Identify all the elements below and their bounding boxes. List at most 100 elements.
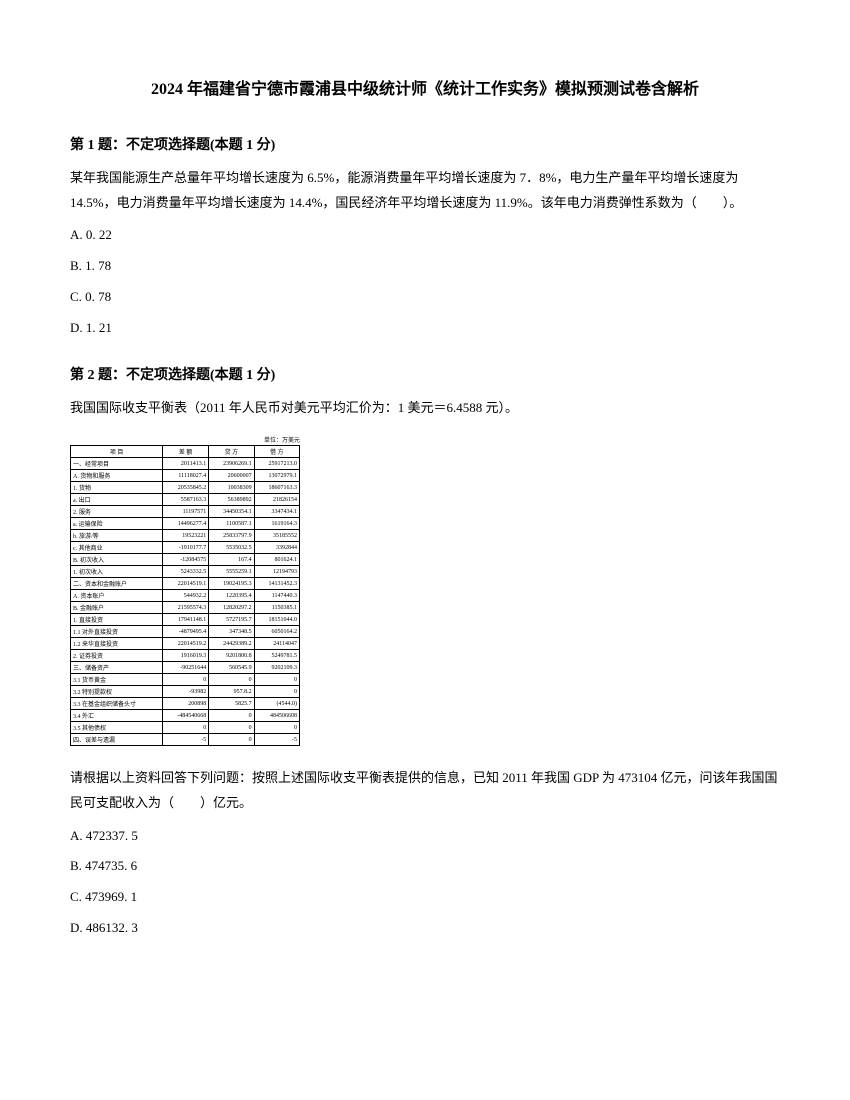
- table-cell: 2. 服务: [71, 506, 163, 518]
- table-cell: 20600007: [209, 470, 254, 482]
- table-cell: 1. 初次收入: [71, 566, 163, 578]
- table-cell: a. 运输保险: [71, 518, 163, 530]
- table-row: A. 资本账户544932.21220395.41147440.3: [71, 590, 300, 602]
- table-cell: 25833797.9: [209, 530, 254, 542]
- table-cell: -90251644: [163, 662, 209, 674]
- table-cell: 1147440.3: [254, 590, 299, 602]
- table-row: a. 出口5587163.35638989221826154: [71, 494, 300, 506]
- table-cell: 12820297.2: [209, 602, 254, 614]
- table-cell: 1. 货物: [71, 482, 163, 494]
- table-cell: 19523221: [163, 530, 209, 542]
- table-cell: -1910177.7: [163, 542, 209, 554]
- table-cell: 0: [209, 722, 254, 734]
- q2-header: 第 2 题：不定项选择题(本题 1 分): [70, 364, 780, 384]
- table-row: B. 初次收入-12084575167.4801624.1: [71, 554, 300, 566]
- q2-option-d: D. 486132. 3: [70, 918, 780, 939]
- q2-followup: 请根据以上资料回答下列问题：按照上述国际收支平衡表提供的信息，已知 2011 年…: [70, 766, 780, 815]
- q1-option-d: D. 1. 21: [70, 318, 780, 339]
- table-cell: 0: [254, 674, 299, 686]
- table-cell: 三、储备资产: [71, 662, 163, 674]
- page-title: 2024 年福建省宁德市霞浦县中级统计师《统计工作实务》模拟预测试卷含解析: [70, 75, 780, 99]
- table-cell: 3.2 特别提款权: [71, 686, 163, 698]
- table-cell: 544932.2: [163, 590, 209, 602]
- table-row: 3.1 货币黄金000: [71, 674, 300, 686]
- table-row: 1. 直接投资17941148.15727195.718151044.0: [71, 614, 300, 626]
- table-cell: 3.4 外汇: [71, 710, 163, 722]
- table-cell: 10038309: [209, 482, 254, 494]
- table-cell: 484506608: [254, 710, 299, 722]
- table-unit-label: 单位：万美元: [70, 435, 300, 444]
- table-cell: 四、误差与遗漏: [71, 734, 163, 746]
- table-row: 3.2 特别提款权-93982957.8.20: [71, 686, 300, 698]
- table-header: 差 额: [163, 446, 209, 458]
- table-cell: 14496277.4: [163, 518, 209, 530]
- table-cell: 5243332.5: [163, 566, 209, 578]
- table-cell: c. 其他商业: [71, 542, 163, 554]
- table-cell: 13072979.1: [254, 470, 299, 482]
- q2-option-b: B. 474735. 6: [70, 856, 780, 877]
- table-row: a. 运输保险14496277.41100587.11619164.3: [71, 518, 300, 530]
- table-cell: 14131452.3: [254, 578, 299, 590]
- table-cell: 22014519.1: [163, 578, 209, 590]
- bop-table: 项 目 差 额 贷 方 借 方 一、经常项目2011413.123906269.…: [70, 445, 300, 746]
- table-row: 1.1 对外直接投资-4879495.4347348.56050164.2: [71, 626, 300, 638]
- table-cell: 二、资本和金融账户: [71, 578, 163, 590]
- table-cell: 22014519.2: [163, 638, 209, 650]
- q2-body: 我国国际收支平衡表（2011 年人民币对美元平均汇价为：1 美元＝6.4588 …: [70, 396, 780, 421]
- table-cell: 801624.1: [254, 554, 299, 566]
- table-cell: 3347434.1: [254, 506, 299, 518]
- table-row: 3.4 外汇-4845406680484506608: [71, 710, 300, 722]
- table-row: 3.3 在基金组织储备头寸2008985825.7(4544.0): [71, 698, 300, 710]
- table-cell: 56389892: [209, 494, 254, 506]
- table-cell: (4544.0): [254, 698, 299, 710]
- table-cell: 0: [209, 734, 254, 746]
- table-cell: 18607163.3: [254, 482, 299, 494]
- table-cell: 0: [163, 722, 209, 734]
- table-cell: 200898: [163, 698, 209, 710]
- table-cell: 24429389.2: [209, 638, 254, 650]
- table-cell: 2. 证券投资: [71, 650, 163, 662]
- table-cell: A. 资本账户: [71, 590, 163, 602]
- table-cell: -5: [163, 734, 209, 746]
- table-cell: B. 初次收入: [71, 554, 163, 566]
- table-cell: 19024195.3: [209, 578, 254, 590]
- table-row: 二、资本和金融账户22014519.119024195.314131452.3: [71, 578, 300, 590]
- table-cell: 0: [254, 722, 299, 734]
- table-cell: -5: [254, 734, 299, 746]
- table-row: b. 旅游/等1952322125833797.935185552: [71, 530, 300, 542]
- table-cell: -484540668: [163, 710, 209, 722]
- table-cell: 12194793: [254, 566, 299, 578]
- table-cell: 1.2 来华直接投资: [71, 638, 163, 650]
- table-row: 3.5 其他债权000: [71, 722, 300, 734]
- table-row: A. 货物和服务11118027.42060000713072979.1: [71, 470, 300, 482]
- q1-option-a: A. 0. 22: [70, 225, 780, 246]
- table-cell: 1916019.3: [163, 650, 209, 662]
- table-cell: 21826154: [254, 494, 299, 506]
- q1-option-b: B. 1. 78: [70, 256, 780, 277]
- table-row: 2. 服务1119757134450354.13347434.1: [71, 506, 300, 518]
- table-cell: 3.3 在基金组织储备头寸: [71, 698, 163, 710]
- table-cell: 1150385.1: [254, 602, 299, 614]
- table-header-row: 项 目 差 额 贷 方 借 方: [71, 446, 300, 458]
- table-cell: 167.4: [209, 554, 254, 566]
- table-cell: 0: [209, 710, 254, 722]
- table-cell: 1220395.4: [209, 590, 254, 602]
- table-cell: 1100587.1: [209, 518, 254, 530]
- table-cell: 5727195.7: [209, 614, 254, 626]
- table-cell: 3392844: [254, 542, 299, 554]
- table-row: c. 其他商业-1910177.75535032.53392844: [71, 542, 300, 554]
- table-cell: 5825.7: [209, 698, 254, 710]
- q2-option-c: C. 473969. 1: [70, 887, 780, 908]
- table-header: 借 方: [254, 446, 299, 458]
- table-cell: b. 旅游/等: [71, 530, 163, 542]
- table-cell: 17941148.1: [163, 614, 209, 626]
- table-cell: 21595574.3: [163, 602, 209, 614]
- table-cell: 1.1 对外直接投资: [71, 626, 163, 638]
- table-row: 2. 证券投资1916019.39201800.85249781.5: [71, 650, 300, 662]
- table-cell: 23906269.1: [209, 458, 254, 470]
- table-cell: 1. 直接投资: [71, 614, 163, 626]
- table-cell: 11197571: [163, 506, 209, 518]
- table-cell: 1619164.3: [254, 518, 299, 530]
- q1-option-c: C. 0. 78: [70, 287, 780, 308]
- table-row: B. 金融账户21595574.312820297.21150385.1: [71, 602, 300, 614]
